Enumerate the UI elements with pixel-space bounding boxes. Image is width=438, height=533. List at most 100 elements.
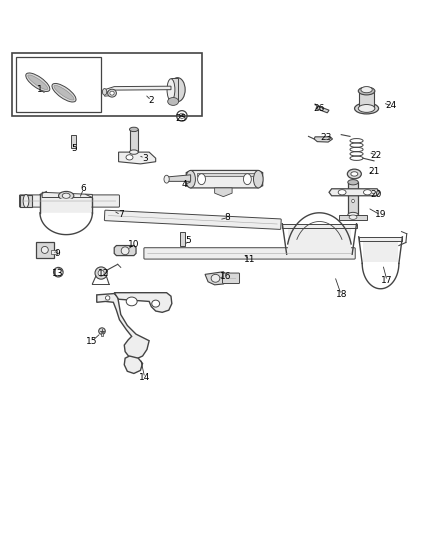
Ellipse shape xyxy=(351,172,358,176)
Ellipse shape xyxy=(26,73,50,92)
Bar xyxy=(130,130,138,152)
Polygon shape xyxy=(288,229,351,254)
Polygon shape xyxy=(105,86,171,93)
Ellipse shape xyxy=(198,174,205,184)
FancyBboxPatch shape xyxy=(19,195,120,207)
Ellipse shape xyxy=(28,75,48,90)
Text: 17: 17 xyxy=(381,277,393,285)
Polygon shape xyxy=(205,272,228,285)
Bar xyxy=(16,57,101,111)
Ellipse shape xyxy=(348,212,358,217)
Ellipse shape xyxy=(126,155,133,160)
Text: 5: 5 xyxy=(186,236,191,245)
Ellipse shape xyxy=(108,89,117,97)
Text: 24: 24 xyxy=(386,101,397,110)
Ellipse shape xyxy=(254,171,263,188)
Text: 14: 14 xyxy=(139,373,151,382)
Ellipse shape xyxy=(244,174,251,184)
Bar xyxy=(101,331,103,336)
Bar xyxy=(51,250,57,254)
Bar xyxy=(180,232,185,246)
Ellipse shape xyxy=(62,193,70,198)
Text: 15: 15 xyxy=(86,337,97,346)
Text: 16: 16 xyxy=(220,272,231,280)
Polygon shape xyxy=(363,243,398,262)
Ellipse shape xyxy=(130,127,138,132)
Text: 10: 10 xyxy=(128,240,140,249)
Polygon shape xyxy=(186,171,263,188)
Ellipse shape xyxy=(23,195,29,207)
Text: 5: 5 xyxy=(71,144,77,153)
Ellipse shape xyxy=(99,328,105,334)
Polygon shape xyxy=(41,199,92,213)
Text: 22: 22 xyxy=(371,151,382,160)
Text: 13: 13 xyxy=(52,269,63,278)
FancyBboxPatch shape xyxy=(144,248,355,259)
FancyBboxPatch shape xyxy=(104,210,281,229)
FancyBboxPatch shape xyxy=(223,273,240,284)
Polygon shape xyxy=(359,237,403,241)
Text: 23: 23 xyxy=(320,133,332,142)
Bar xyxy=(348,182,358,215)
Ellipse shape xyxy=(110,91,114,95)
Ellipse shape xyxy=(98,270,104,276)
Polygon shape xyxy=(105,92,114,96)
Bar xyxy=(20,195,32,207)
Ellipse shape xyxy=(54,85,74,100)
Polygon shape xyxy=(166,175,191,181)
Polygon shape xyxy=(314,137,332,142)
FancyBboxPatch shape xyxy=(25,195,27,207)
Text: 7: 7 xyxy=(118,211,124,220)
Ellipse shape xyxy=(338,190,346,195)
Ellipse shape xyxy=(121,247,129,255)
Ellipse shape xyxy=(95,267,107,279)
Text: 12: 12 xyxy=(98,269,109,278)
Ellipse shape xyxy=(186,171,195,188)
Ellipse shape xyxy=(126,297,137,306)
Bar xyxy=(359,91,374,108)
Text: 9: 9 xyxy=(55,249,60,258)
Text: 3: 3 xyxy=(142,154,148,163)
Text: 19: 19 xyxy=(375,211,386,220)
Text: 18: 18 xyxy=(336,290,347,300)
Ellipse shape xyxy=(211,274,220,282)
Ellipse shape xyxy=(358,104,375,112)
Bar xyxy=(12,53,201,116)
Ellipse shape xyxy=(364,190,371,195)
Ellipse shape xyxy=(52,84,76,102)
Bar xyxy=(35,241,54,258)
Ellipse shape xyxy=(352,199,354,203)
Ellipse shape xyxy=(102,88,107,95)
Bar xyxy=(71,135,76,148)
Polygon shape xyxy=(283,224,357,228)
Ellipse shape xyxy=(349,215,357,220)
Polygon shape xyxy=(97,294,149,359)
Ellipse shape xyxy=(348,180,358,185)
Ellipse shape xyxy=(59,191,74,200)
Ellipse shape xyxy=(130,150,138,154)
Ellipse shape xyxy=(170,78,185,102)
Polygon shape xyxy=(119,152,155,164)
Bar xyxy=(171,78,177,101)
Polygon shape xyxy=(114,246,136,256)
Text: 20: 20 xyxy=(371,190,382,199)
Polygon shape xyxy=(316,106,329,113)
Ellipse shape xyxy=(152,300,159,307)
Text: 25: 25 xyxy=(175,115,186,124)
Polygon shape xyxy=(339,215,367,220)
Text: 6: 6 xyxy=(81,184,87,193)
Text: 21: 21 xyxy=(368,167,380,176)
Text: 8: 8 xyxy=(225,213,231,222)
Polygon shape xyxy=(197,173,254,176)
Text: 11: 11 xyxy=(244,255,255,264)
Text: 2: 2 xyxy=(148,96,154,105)
Polygon shape xyxy=(215,188,232,197)
Polygon shape xyxy=(42,192,92,198)
Ellipse shape xyxy=(355,103,378,114)
Polygon shape xyxy=(114,293,172,312)
Text: 26: 26 xyxy=(314,103,325,112)
Ellipse shape xyxy=(164,175,169,183)
Ellipse shape xyxy=(106,296,110,300)
Polygon shape xyxy=(329,189,380,196)
Ellipse shape xyxy=(358,87,375,95)
